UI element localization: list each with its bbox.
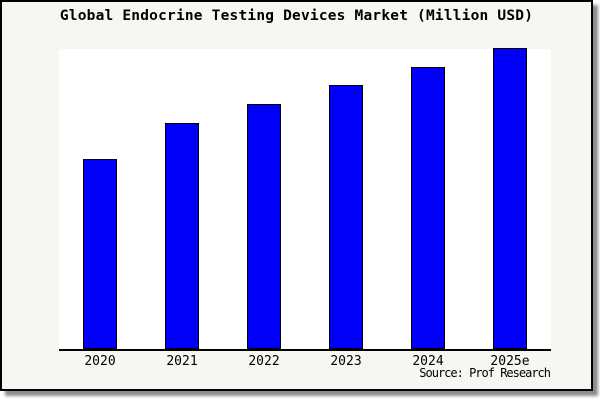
bar-2020 <box>83 159 117 349</box>
x-axis-labels: 2020 2021 2022 2023 2024 2025e <box>59 354 551 369</box>
bar-slot-2023 <box>305 49 387 349</box>
source-note: Source: Prof Research <box>419 366 551 380</box>
bars <box>59 48 551 349</box>
chart-figure: Global Endocrine Testing Devices Market … <box>0 0 593 391</box>
plot-area <box>59 48 551 349</box>
bar-slot-2025e <box>469 48 551 349</box>
bar-2022 <box>247 103 281 349</box>
x-axis-line <box>59 349 551 351</box>
chart-title: Global Endocrine Testing Devices Market … <box>59 8 534 24</box>
x-tick-label-2021: 2021 <box>166 354 198 369</box>
x-tick-label-2024: 2024 <box>412 354 444 369</box>
bar-slot-2022 <box>223 49 305 349</box>
bar-2023 <box>329 84 363 349</box>
bar-slot-2021 <box>141 49 223 349</box>
bar-2025e <box>493 48 527 349</box>
bar-2021 <box>165 122 199 349</box>
bar-2024 <box>411 67 445 349</box>
bar-slot-2024 <box>387 49 469 349</box>
x-tick-label-2020: 2020 <box>84 354 116 369</box>
bar-slot-2020 <box>59 49 141 349</box>
x-tick-label-2023: 2023 <box>330 354 362 369</box>
x-tick-label-2025e: 2025e <box>490 354 530 369</box>
x-tick-label-2022: 2022 <box>248 354 280 369</box>
